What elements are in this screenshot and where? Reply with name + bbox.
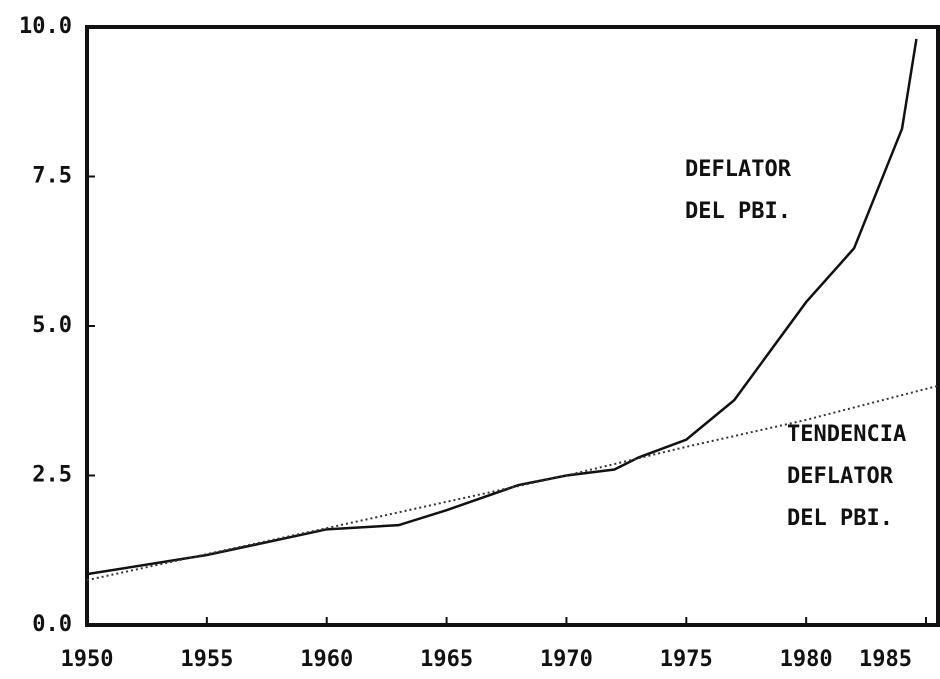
y-tick-label: 2.5 [32, 463, 72, 488]
y-tick-label: 10.0 [19, 14, 72, 39]
x-tick-label: 1975 [660, 647, 713, 672]
x-tick-label: 1985 [859, 647, 912, 672]
line [86, 38, 918, 576]
annotation: TENDENCIA [787, 422, 906, 447]
x-tick-label: 1980 [780, 647, 833, 672]
x-tick-label: 1960 [300, 647, 353, 672]
annotation: DEL PBI. [685, 199, 791, 224]
annotation: DEFLATOR [685, 157, 792, 182]
y-tick-label: 5.0 [32, 313, 72, 338]
x-tick-label: 1970 [540, 647, 593, 672]
y-tick-label: 7.5 [32, 164, 72, 189]
annotation: DEFLATOR [787, 464, 894, 489]
annotation: DEL PBI. [787, 506, 893, 531]
x-tick-label: 1950 [61, 647, 114, 672]
y-tick-label: 0.0 [32, 612, 72, 637]
x-tick-label: 1965 [420, 647, 473, 672]
x-tick-label: 1955 [180, 647, 233, 672]
plot-frame [85, 25, 940, 627]
